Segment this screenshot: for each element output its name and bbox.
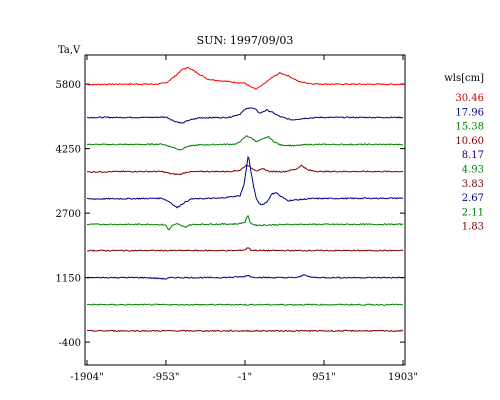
x-tick-label: -953" [152,372,179,383]
legend-entries: 30.46 17.96 15.38 10.60 8.17 4.93 3.83 2.67 2.11… [455,93,484,233]
legend-entry: 15.38 [455,122,484,133]
y-axis-ticks: 5800 4250 2700 1150 -400 [56,80,405,349]
legend-entry: 2.67 [462,193,484,204]
y-tick-label: -400 [59,338,81,349]
series-line-8-17 [86,155,404,209]
series-lines [86,66,404,333]
x-tick-label: 1903" [388,372,418,383]
x-tick-label: -1" [238,372,252,383]
x-axis-ticks: -1904" -953" -1" 951" 1903" [70,55,418,383]
series-line-17-96 [86,107,404,124]
y-tick-label: 4250 [56,145,81,156]
x-tick-label: 951" [312,372,336,383]
legend-entry: 3.83 [462,179,484,190]
series-line-30-46 [86,66,404,90]
y-tick-label: 1150 [56,274,81,285]
y-axis-label: Ta,V [58,45,81,56]
legend-entry: 10.60 [455,136,484,147]
x-tick-label: -1904" [70,372,103,383]
legend-entry: 2.11 [462,207,484,218]
plot-frame [84,54,406,366]
series-line-3-83 [86,247,404,252]
chart-title: SUN: 1997/09/03 [197,34,294,47]
y-tick-label: 5800 [56,80,81,91]
series-line-10-60 [86,164,404,176]
series-line-4-93 [86,214,404,231]
legend: wls[cm] 30.46 17.96 15.38 10.60 8.17 4.93 3.83… [444,73,484,233]
y-tick-label: 2700 [56,209,81,220]
series-line-1-83 [86,329,404,333]
series-line-2-11 [86,303,404,306]
legend-entry: 1.83 [462,222,484,233]
legend-title: wls[cm] [444,73,484,84]
series-line-15-38 [86,135,404,151]
series-line-2-67 [86,274,404,280]
legend-entry: 30.46 [455,93,484,104]
legend-entry: 4.93 [462,165,484,176]
legend-entry: 17.96 [455,107,484,118]
legend-entry: 8.17 [462,150,484,161]
